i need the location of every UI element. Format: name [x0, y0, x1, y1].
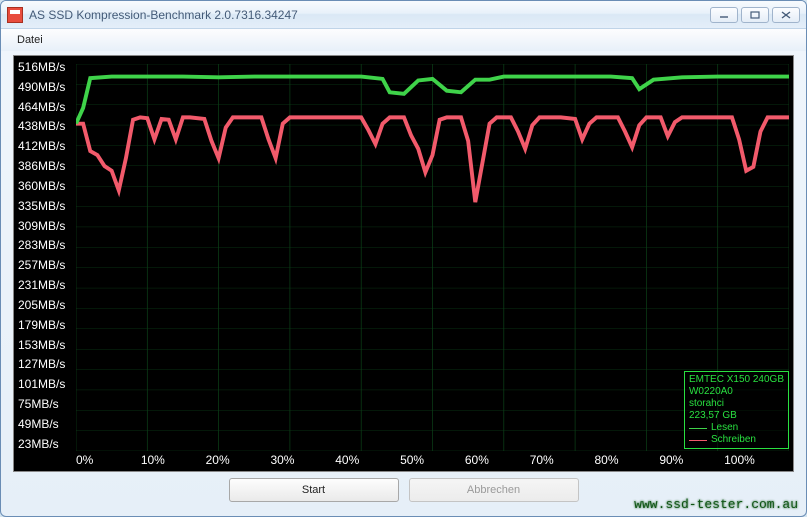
- legend-series-row: Lesen: [689, 422, 784, 434]
- app-icon: [7, 7, 23, 23]
- y-axis-label: 127MB/s: [14, 357, 74, 371]
- legend-swatch: [689, 440, 707, 441]
- menubar: Datei: [1, 29, 806, 51]
- y-axis-label: 360MB/s: [14, 179, 74, 193]
- x-axis-label: 0%: [76, 453, 141, 469]
- x-axis-label: 50%: [400, 453, 465, 469]
- x-axis-label: 90%: [659, 453, 724, 469]
- y-axis-label: 386MB/s: [14, 159, 74, 173]
- y-axis-label: 257MB/s: [14, 258, 74, 272]
- y-axis-label: 335MB/s: [14, 199, 74, 213]
- y-axis-label: 464MB/s: [14, 100, 74, 114]
- start-button[interactable]: Start: [229, 478, 399, 502]
- x-axis-label: 40%: [335, 453, 400, 469]
- x-axis-label: 10%: [141, 453, 206, 469]
- plot: [76, 64, 789, 451]
- x-axis-label: 20%: [206, 453, 271, 469]
- legend-series-row: Schreiben: [689, 434, 784, 446]
- cancel-button: Abbrechen: [409, 478, 579, 502]
- x-axis-label: 60%: [465, 453, 530, 469]
- y-axis-label: 283MB/s: [14, 238, 74, 252]
- x-axis-label: 30%: [270, 453, 335, 469]
- window-title: AS SSD Kompression-Benchmark 2.0.7316.34…: [29, 8, 710, 22]
- window-controls: [710, 7, 800, 23]
- y-axis-label: 490MB/s: [14, 80, 74, 94]
- y-axis-label: 179MB/s: [14, 318, 74, 332]
- maximize-button[interactable]: [741, 7, 769, 23]
- legend-series-label: Lesen: [711, 422, 738, 434]
- x-axis-label: 100%: [724, 453, 789, 469]
- legend-info-line: 223,57 GB: [689, 410, 784, 422]
- legend-info-line: W0220A0: [689, 386, 784, 398]
- y-axis-label: 231MB/s: [14, 278, 74, 292]
- app-window: AS SSD Kompression-Benchmark 2.0.7316.34…: [0, 0, 807, 517]
- y-axis-label: 75MB/s: [14, 397, 74, 411]
- y-axis-label: 309MB/s: [14, 219, 74, 233]
- menu-file[interactable]: Datei: [9, 32, 51, 48]
- y-axis-label: 101MB/s: [14, 377, 74, 391]
- y-axis-label: 205MB/s: [14, 298, 74, 312]
- y-axis-label: 23MB/s: [14, 437, 74, 451]
- legend-box: EMTEC X150 240GBW0220A0storahci223,57 GB…: [684, 371, 789, 449]
- legend-series-label: Schreiben: [711, 434, 756, 446]
- titlebar[interactable]: AS SSD Kompression-Benchmark 2.0.7316.34…: [1, 1, 806, 29]
- close-button[interactable]: [772, 7, 800, 23]
- watermark-text: www.ssd-tester.com.au: [634, 497, 798, 512]
- legend-info-line: EMTEC X150 240GB: [689, 374, 784, 386]
- minimize-button[interactable]: [710, 7, 738, 23]
- x-axis-label: 80%: [595, 453, 660, 469]
- y-axis-label: 49MB/s: [14, 417, 74, 431]
- legend-swatch: [689, 428, 707, 429]
- x-axis: 0%10%20%30%40%50%60%70%80%90%100%: [76, 453, 789, 469]
- y-axis-label: 412MB/s: [14, 139, 74, 153]
- y-axis: 516MB/s 490MB/s 464MB/s 438MB/s 412MB/s 386MB…: [14, 60, 74, 451]
- y-axis-label: 153MB/s: [14, 338, 74, 352]
- legend-info-line: storahci: [689, 398, 784, 410]
- y-axis-label: 516MB/s: [14, 60, 74, 74]
- chart-area: 516MB/s 490MB/s 464MB/s 438MB/s 412MB/s 386MB…: [13, 55, 794, 472]
- x-axis-label: 70%: [530, 453, 595, 469]
- y-axis-label: 438MB/s: [14, 119, 74, 133]
